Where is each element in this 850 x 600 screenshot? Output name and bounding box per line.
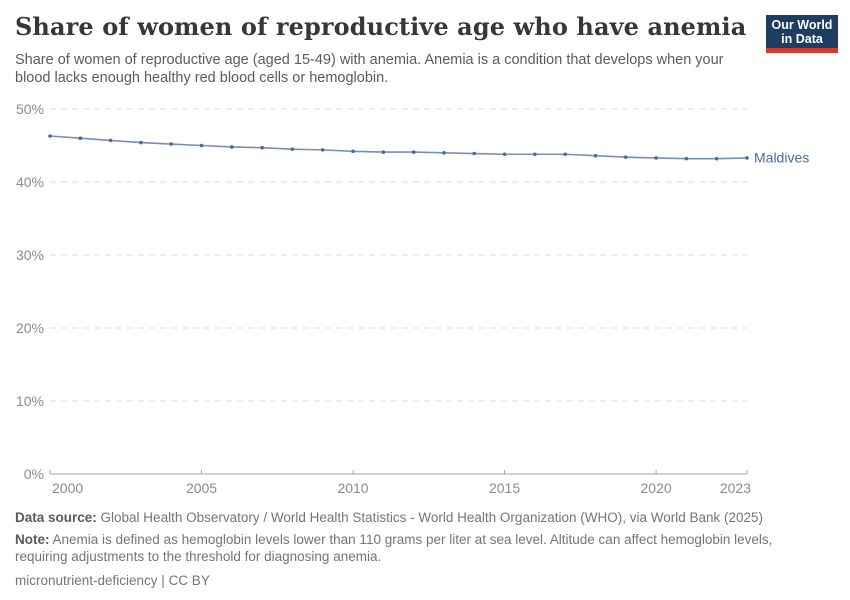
data-point[interactable] [381, 150, 386, 154]
x-tick-label-2023: 2023 [720, 480, 751, 496]
data-point[interactable] [411, 150, 416, 154]
chart-subtitle: Share of women of reproductive age (aged… [15, 52, 724, 86]
chart-footer: Data source: Global Health Observatory /… [15, 509, 823, 589]
data-point[interactable] [139, 140, 143, 145]
y-tick-label-30: 30% [16, 247, 44, 263]
data-point[interactable] [563, 152, 567, 157]
x-tick-label-2010: 2010 [337, 480, 368, 496]
x-tick-label-2015: 2015 [489, 480, 520, 496]
y-tick-label-0: 0% [24, 466, 44, 482]
data-source-line: Data source: Global Health Observatory /… [15, 509, 823, 526]
data-point[interactable] [654, 156, 658, 160]
data-point[interactable] [502, 152, 507, 157]
note-label: Note: [15, 532, 50, 547]
data-point[interactable] [320, 148, 325, 152]
data-point[interactable] [48, 134, 52, 138]
logo-line2: in Data [781, 31, 823, 46]
data-point[interactable] [533, 152, 537, 157]
series-label-maldives[interactable]: Maldives [754, 149, 809, 165]
y-tick-label-20: 20% [16, 320, 44, 336]
data-point[interactable] [108, 138, 113, 143]
x-tick-label-2005: 2005 [186, 480, 217, 496]
data-point[interactable] [230, 145, 234, 149]
note-text: Anemia is defined as hemoglobin levels l… [15, 532, 773, 564]
data-point[interactable] [714, 156, 719, 161]
data-point[interactable] [472, 151, 477, 156]
data-point[interactable] [442, 151, 446, 155]
data-point[interactable] [623, 155, 628, 159]
data-source-text: Global Health Observatory / World Health… [96, 510, 764, 525]
y-tick-label-40: 40% [16, 174, 44, 190]
logo-line1: Our World [771, 17, 833, 32]
data-point[interactable] [78, 136, 83, 140]
x-tick-label-2000: 2000 [52, 480, 83, 496]
data-point[interactable] [260, 145, 264, 150]
attribution-line[interactable]: micronutrient-deficiency | CC BY [15, 573, 210, 588]
data-point[interactable] [745, 156, 749, 160]
data-source-label: Data source: [15, 510, 97, 525]
y-tick-label-10: 10% [16, 393, 44, 409]
data-point[interactable] [290, 147, 295, 151]
data-point[interactable] [199, 143, 204, 148]
x-tick-label-2020: 2020 [641, 480, 672, 496]
series-line-maldives[interactable] [49, 135, 748, 160]
note-line: Note: Anemia is defined as hemoglobin le… [15, 531, 823, 565]
y-tick-label-50: 50% [16, 101, 44, 117]
page-title: Share of women of reproductive age who h… [15, 12, 747, 41]
owid-logo[interactable]: Our World in Data [766, 15, 838, 53]
data-point[interactable] [351, 149, 355, 154]
data-point[interactable] [684, 156, 689, 161]
data-point[interactable] [169, 142, 174, 146]
data-point[interactable] [593, 153, 598, 158]
